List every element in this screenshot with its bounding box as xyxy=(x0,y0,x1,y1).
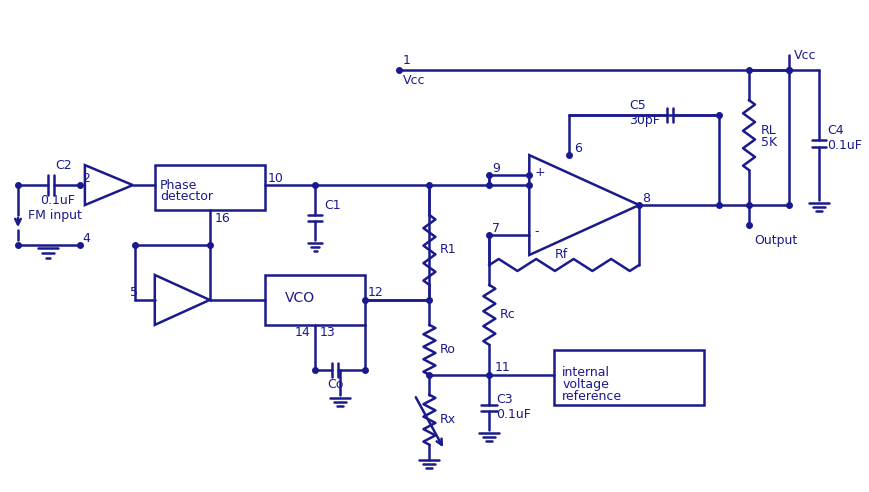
Text: 12: 12 xyxy=(368,286,383,300)
Text: 13: 13 xyxy=(320,326,335,339)
Text: C4: C4 xyxy=(827,123,844,137)
Bar xyxy=(155,165,265,210)
Text: C5: C5 xyxy=(629,99,646,112)
Text: Rx: Rx xyxy=(440,413,455,426)
Text: 9: 9 xyxy=(493,161,501,175)
Text: Output: Output xyxy=(754,234,797,246)
Text: VCO: VCO xyxy=(285,291,315,305)
Text: 6: 6 xyxy=(574,142,582,154)
Text: detector: detector xyxy=(160,189,213,203)
Text: Phase: Phase xyxy=(160,179,197,191)
Text: Rc: Rc xyxy=(500,308,515,321)
Text: R1: R1 xyxy=(440,244,456,256)
Text: 0.1uF: 0.1uF xyxy=(827,139,862,152)
Text: C1: C1 xyxy=(325,199,342,212)
Text: C2: C2 xyxy=(55,158,71,172)
Text: 1: 1 xyxy=(402,54,410,67)
Text: RL: RL xyxy=(761,123,777,137)
Text: 14: 14 xyxy=(295,326,310,339)
Text: -: - xyxy=(534,225,539,239)
Text: 4: 4 xyxy=(82,232,90,245)
Text: C3: C3 xyxy=(496,393,513,406)
Text: Vcc: Vcc xyxy=(794,49,817,62)
Text: Co: Co xyxy=(328,378,344,391)
Text: 7: 7 xyxy=(493,221,501,235)
Text: 5: 5 xyxy=(129,286,138,300)
Text: 0.1uF: 0.1uF xyxy=(40,193,75,207)
Text: FM input: FM input xyxy=(28,209,82,221)
Text: 16: 16 xyxy=(215,212,230,224)
Text: Vcc: Vcc xyxy=(402,74,425,87)
Text: 10: 10 xyxy=(268,172,283,184)
Text: 2: 2 xyxy=(82,172,90,184)
Text: Ro: Ro xyxy=(440,343,455,356)
Text: Rf: Rf xyxy=(554,248,567,261)
Text: internal: internal xyxy=(562,367,610,379)
Text: voltage: voltage xyxy=(562,378,609,391)
Text: 30pF: 30pF xyxy=(629,114,660,126)
Text: 8: 8 xyxy=(642,191,650,205)
Bar xyxy=(265,275,364,325)
Bar xyxy=(554,350,704,405)
Text: 0.1uF: 0.1uF xyxy=(496,408,531,421)
Text: 11: 11 xyxy=(494,361,510,374)
Text: reference: reference xyxy=(562,390,622,403)
Text: +: + xyxy=(534,166,545,179)
Text: 5K: 5K xyxy=(761,136,777,149)
